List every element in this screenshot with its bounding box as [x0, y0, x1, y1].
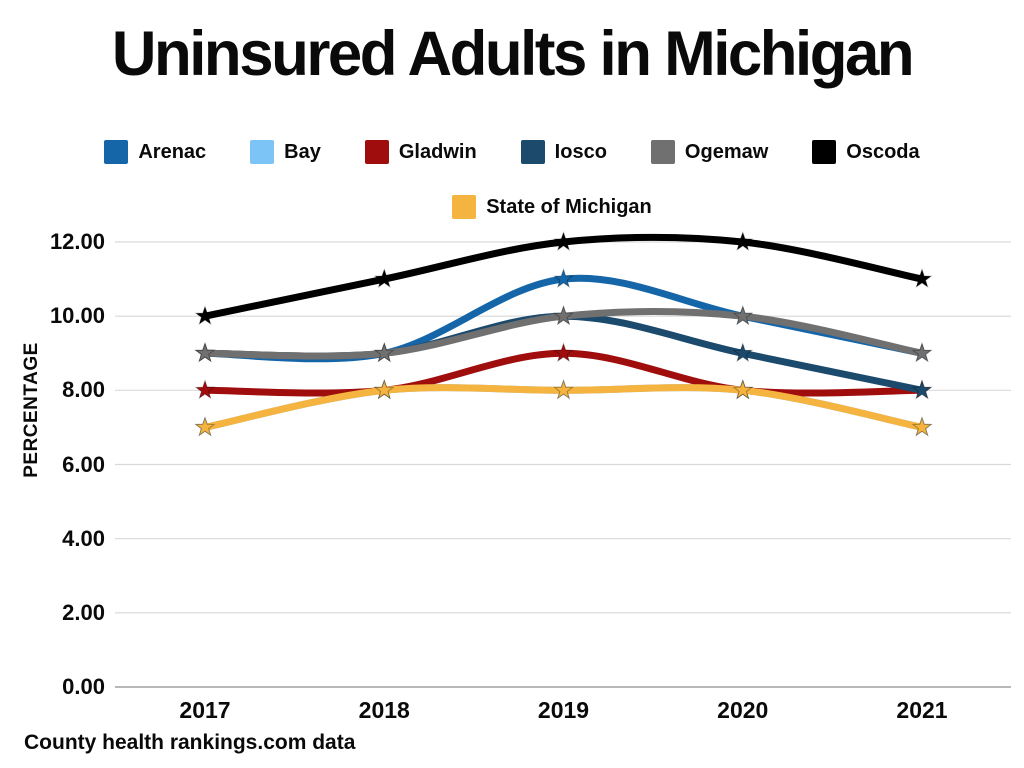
legend-item-arenac: Arenac [104, 140, 206, 164]
y-tick-label: 6.00 [62, 451, 105, 477]
legend-item-ogemaw: Ogemaw [650, 140, 769, 164]
x-tick-label: 2020 [717, 697, 769, 723]
star-marker-icon [194, 379, 216, 400]
star-marker-icon [911, 268, 933, 289]
x-tick-label: 2019 [537, 697, 590, 723]
star-marker-icon [553, 230, 574, 251]
star-marker-icon [911, 416, 933, 437]
star-marker-icon [732, 305, 754, 326]
chart-title: Uninsured Adults in Michigan [111, 19, 915, 89]
y-tick-label: 12.00 [49, 229, 105, 254]
legend-label: Iosco [554, 140, 607, 163]
x-tick-label: 2017 [179, 697, 231, 723]
y-tick-label: 10.00 [49, 303, 105, 329]
star-marker-icon [194, 416, 216, 437]
legend-item-oscoda: Oscoda [812, 140, 920, 164]
y-tick-label: 4.00 [62, 525, 105, 551]
star-marker-icon [911, 342, 933, 363]
legend-item-state-of-michigan: State of Michigan [452, 195, 652, 219]
legend-label: Bay [284, 140, 321, 163]
star-marker-icon [194, 305, 216, 326]
star-marker-icon [732, 379, 754, 400]
legend-label: State of Michigan [486, 195, 652, 218]
star-marker-icon [553, 268, 574, 289]
legend-row-2: State of Michigan [40, 195, 1024, 219]
legend-label: Arenac [138, 140, 207, 163]
legend-label: Ogemaw [684, 140, 769, 163]
star-marker-icon [373, 379, 395, 400]
star-marker-icon [373, 342, 395, 363]
legend-row-1: Arenac Bay Gladwin Iosco Ogemaw Oscoda [0, 140, 1024, 164]
star-marker-icon [732, 230, 754, 251]
star-marker-icon [911, 379, 933, 400]
legend-swatch-icon [364, 140, 389, 164]
star-marker-icon [553, 342, 574, 363]
legend-swatch-icon [250, 140, 275, 164]
y-tick-label: 0.00 [62, 674, 105, 699]
legend-item-bay: Bay [250, 140, 321, 164]
y-tick-label: 2.00 [62, 599, 105, 625]
legend-item-gladwin: Gladwin [364, 140, 477, 164]
star-marker-icon [194, 342, 216, 363]
star-marker-icon [553, 379, 574, 400]
legend-swatch-icon [104, 140, 129, 164]
x-tick-label: 2018 [358, 697, 410, 723]
x-tick-label: 2021 [896, 697, 948, 723]
legend-label: Gladwin [398, 140, 477, 163]
source-footer: County health rankings.com data [24, 731, 356, 754]
legend-swatch-icon [812, 140, 837, 164]
star-marker-icon [553, 305, 574, 326]
legend-label: Oscoda [846, 140, 920, 163]
legend-swatch-icon [520, 140, 545, 164]
star-marker-icon [373, 268, 395, 289]
legend-swatch-icon [650, 140, 675, 164]
star-marker-icon [732, 342, 754, 363]
legend-swatch-icon [452, 195, 477, 219]
legend-item-iosco: Iosco [520, 140, 607, 164]
y-tick-label: 8.00 [62, 377, 105, 403]
